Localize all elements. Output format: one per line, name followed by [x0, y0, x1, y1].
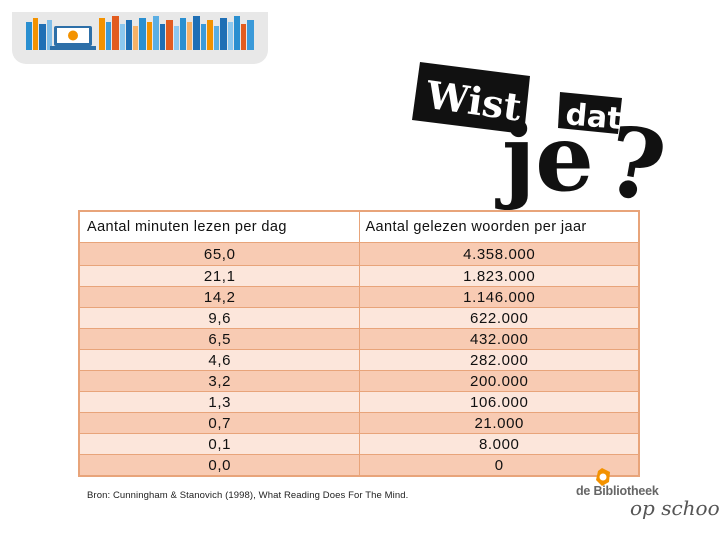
table-row: 9,6 622.000 [78, 307, 640, 329]
minutes-cell: 3,2 [78, 370, 361, 392]
table-row: 14,2 1.146.000 [78, 286, 640, 308]
table-header-row: Aantal minuten lezen per dag Aantal gele… [78, 210, 640, 243]
table-row: 1,3 106.000 [78, 391, 640, 413]
table-row: 4,6 282.000 [78, 349, 640, 371]
table-row: 3,2 200.000 [78, 370, 640, 392]
words-cell: 106.000 [359, 391, 640, 413]
words-cell: 200.000 [359, 370, 640, 392]
table-row: 21,1 1.823.000 [78, 265, 640, 287]
table-row: 0,1 8.000 [78, 433, 640, 455]
header-words: Aantal gelezen woorden per jaar [359, 210, 640, 243]
table-row: 65,0 4.358.000 [78, 242, 640, 266]
words-cell: 432.000 [359, 328, 640, 350]
header-banner [12, 12, 268, 64]
reading-table: Aantal minuten lezen per dag Aantal gele… [78, 210, 640, 477]
words-cell: 4.358.000 [359, 242, 640, 266]
table-row: 0,7 21.000 [78, 412, 640, 434]
wist-je-dat-logo: Wist je dat ? [412, 62, 673, 212]
library-name: de Bibliotheek [576, 484, 659, 498]
header-minutes: Aantal minuten lezen per dag [78, 210, 361, 243]
minutes-cell: 1,3 [78, 391, 361, 413]
minutes-cell: 0,7 [78, 412, 361, 434]
table-row: 0,0 0 [78, 454, 640, 477]
words-cell: 1.146.000 [359, 286, 640, 308]
minutes-cell: 4,6 [78, 349, 361, 371]
library-tagline: op school [630, 496, 720, 520]
words-cell: 0 [359, 454, 640, 477]
minutes-cell: 21,1 [78, 265, 361, 287]
source-citation: Bron: Cunningham & Stanovich (1998), Wha… [87, 490, 409, 501]
minutes-cell: 6,5 [78, 328, 361, 350]
table-body: 65,0 4.358.000 21,1 1.823.000 14,2 1.146.000 9… [78, 242, 640, 477]
words-cell: 21.000 [359, 412, 640, 434]
words-cell: 282.000 [359, 349, 640, 371]
minutes-cell: 0,1 [78, 433, 361, 455]
minutes-cell: 0,0 [78, 454, 361, 477]
library-logo-icon [596, 468, 610, 486]
words-cell: 1.823.000 [359, 265, 640, 287]
words-cell: 622.000 [359, 307, 640, 329]
minutes-cell: 9,6 [78, 307, 361, 329]
table-row: 6,5 432.000 [78, 328, 640, 350]
words-cell: 8.000 [359, 433, 640, 455]
bookshelf-icon [26, 16, 254, 50]
minutes-cell: 65,0 [78, 242, 361, 266]
minutes-cell: 14,2 [78, 286, 361, 308]
logo-dat: dat [564, 97, 623, 137]
